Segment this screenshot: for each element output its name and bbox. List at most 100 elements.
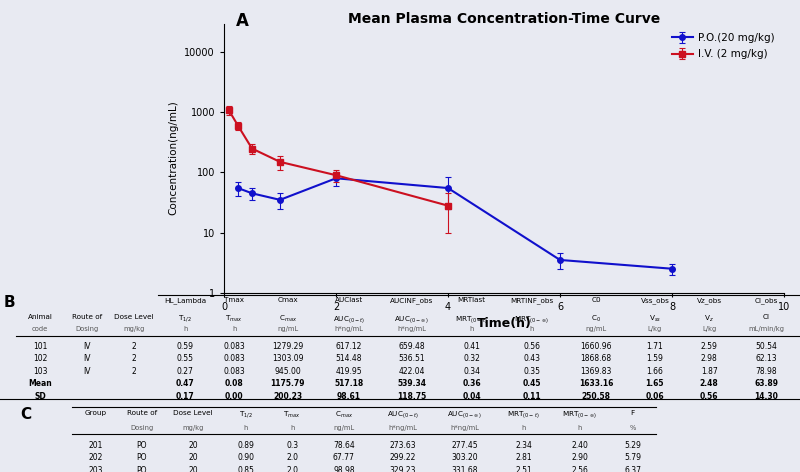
Text: Animal: Animal xyxy=(28,314,53,320)
Text: L/kg: L/kg xyxy=(648,326,662,332)
Text: 0.56: 0.56 xyxy=(523,342,540,351)
Text: IV: IV xyxy=(83,342,90,351)
Text: AUC$_{(0-∞)}$: AUC$_{(0-∞)}$ xyxy=(394,314,429,325)
Text: mg/kg: mg/kg xyxy=(182,425,204,431)
Text: Dosing: Dosing xyxy=(130,425,154,431)
Text: 2.34: 2.34 xyxy=(515,441,532,450)
Text: PO: PO xyxy=(137,453,147,462)
Text: h*ng/mL: h*ng/mL xyxy=(397,326,426,332)
Text: h*ng/mL: h*ng/mL xyxy=(388,425,418,431)
Text: h: h xyxy=(578,425,582,431)
Text: 0.17: 0.17 xyxy=(176,392,194,401)
Text: PO: PO xyxy=(137,441,147,450)
Text: h: h xyxy=(183,326,187,332)
Text: 2.0: 2.0 xyxy=(286,465,298,472)
Text: 617.12: 617.12 xyxy=(336,342,362,351)
Text: 67.77: 67.77 xyxy=(333,453,355,462)
Text: C0: C0 xyxy=(591,297,601,303)
Text: Mean Plasma Concentration-Time Curve: Mean Plasma Concentration-Time Curve xyxy=(348,12,660,26)
Text: MRTINF_obs: MRTINF_obs xyxy=(510,297,554,304)
Text: IV: IV xyxy=(83,354,90,363)
Text: SD: SD xyxy=(34,392,46,401)
Text: 1.87: 1.87 xyxy=(701,367,718,376)
Text: 277.45: 277.45 xyxy=(451,441,478,450)
Text: 0.11: 0.11 xyxy=(522,392,541,401)
Text: AUC$_{(0-∞)}$: AUC$_{(0-∞)}$ xyxy=(447,410,482,420)
Text: 20: 20 xyxy=(189,441,198,450)
Text: Dose Level: Dose Level xyxy=(114,314,154,320)
Text: 0.3: 0.3 xyxy=(286,441,298,450)
Text: h: h xyxy=(470,326,474,332)
Text: T$_{max}$: T$_{max}$ xyxy=(283,410,301,420)
Text: 62.13: 62.13 xyxy=(755,354,777,363)
Text: 63.89: 63.89 xyxy=(754,379,778,388)
Text: PO: PO xyxy=(137,465,147,472)
Text: 202: 202 xyxy=(88,453,102,462)
Text: AUClast: AUClast xyxy=(335,297,363,303)
Text: 1.59: 1.59 xyxy=(646,354,663,363)
Text: MRT$_{(0-∞)}$: MRT$_{(0-∞)}$ xyxy=(514,314,550,325)
Text: 0.08: 0.08 xyxy=(225,379,243,388)
Text: 273.63: 273.63 xyxy=(390,441,416,450)
Text: 2: 2 xyxy=(131,367,136,376)
Text: 14.30: 14.30 xyxy=(754,392,778,401)
Text: AUC$_{(0-t)}$: AUC$_{(0-t)}$ xyxy=(386,410,419,420)
Text: 1660.96: 1660.96 xyxy=(581,342,612,351)
Text: 103: 103 xyxy=(33,367,47,376)
Text: L/kg: L/kg xyxy=(702,326,716,332)
Text: MRTlast: MRTlast xyxy=(458,297,486,303)
Text: 118.75: 118.75 xyxy=(397,392,426,401)
Text: code: code xyxy=(32,326,48,332)
Text: 0.083: 0.083 xyxy=(223,342,245,351)
Text: Route of: Route of xyxy=(72,314,102,320)
Text: 0.45: 0.45 xyxy=(522,379,541,388)
Text: h: h xyxy=(232,326,237,332)
Text: 20: 20 xyxy=(189,453,198,462)
Text: 329.23: 329.23 xyxy=(390,465,416,472)
Text: h*ng/mL: h*ng/mL xyxy=(334,326,363,332)
Text: 1175.79: 1175.79 xyxy=(270,379,305,388)
Text: h: h xyxy=(243,425,248,431)
Text: Vz_obs: Vz_obs xyxy=(697,297,722,304)
Text: 2.40: 2.40 xyxy=(571,441,588,450)
Text: MRT$_{(0-t)}$: MRT$_{(0-t)}$ xyxy=(507,410,540,420)
Y-axis label: Concentration(ng/mL): Concentration(ng/mL) xyxy=(169,101,178,216)
Text: 5.79: 5.79 xyxy=(624,453,641,462)
Text: 422.04: 422.04 xyxy=(398,367,425,376)
Text: 2.98: 2.98 xyxy=(701,354,718,363)
Text: 102: 102 xyxy=(33,354,47,363)
Text: 1633.16: 1633.16 xyxy=(579,379,614,388)
Text: h: h xyxy=(290,425,294,431)
Text: 1.65: 1.65 xyxy=(646,379,664,388)
Text: C$_{max}$: C$_{max}$ xyxy=(335,410,353,420)
Text: Mean: Mean xyxy=(28,379,52,388)
Text: 2.81: 2.81 xyxy=(515,453,532,462)
Text: Vss_obs: Vss_obs xyxy=(641,297,670,304)
Text: V$_{ss}$: V$_{ss}$ xyxy=(649,314,661,324)
Text: 1.66: 1.66 xyxy=(646,367,663,376)
Text: 0.36: 0.36 xyxy=(462,379,481,388)
Text: C: C xyxy=(20,407,31,422)
Text: 0.56: 0.56 xyxy=(700,392,718,401)
Text: T$_{max}$: T$_{max}$ xyxy=(226,314,243,324)
Text: 0.59: 0.59 xyxy=(177,342,194,351)
Text: HL_Lambda: HL_Lambda xyxy=(164,297,206,304)
Text: 2: 2 xyxy=(131,354,136,363)
X-axis label: Time(h): Time(h) xyxy=(477,317,531,330)
Text: T$_{1/2}$: T$_{1/2}$ xyxy=(178,314,192,324)
Text: Dose Level: Dose Level xyxy=(174,410,213,415)
Text: C$_{0}$: C$_{0}$ xyxy=(591,314,601,324)
Text: 0.04: 0.04 xyxy=(462,392,481,401)
Text: 0.34: 0.34 xyxy=(463,367,480,376)
Text: 0.41: 0.41 xyxy=(463,342,480,351)
Text: A: A xyxy=(236,12,249,30)
Text: %: % xyxy=(630,425,636,431)
Text: h: h xyxy=(530,326,534,332)
Text: C$_{max}$: C$_{max}$ xyxy=(278,314,297,324)
Text: 0.90: 0.90 xyxy=(237,453,254,462)
Text: 0.083: 0.083 xyxy=(223,354,245,363)
Text: Route of: Route of xyxy=(127,410,157,415)
Text: h*ng/mL: h*ng/mL xyxy=(450,425,479,431)
Text: 1303.09: 1303.09 xyxy=(272,354,303,363)
Text: 0.47: 0.47 xyxy=(176,379,194,388)
